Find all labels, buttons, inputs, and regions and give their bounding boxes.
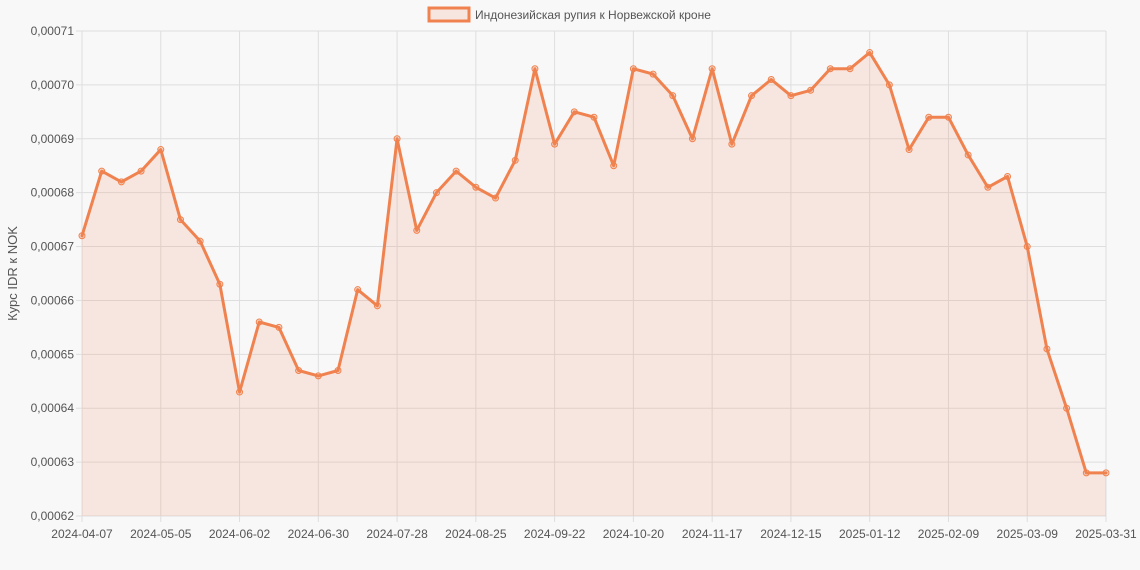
series-area-fill xyxy=(82,52,1106,517)
data-point xyxy=(866,49,874,57)
data-point xyxy=(649,70,657,78)
data-point xyxy=(413,226,421,234)
series-line xyxy=(80,51,1108,475)
data-point xyxy=(551,140,559,148)
data-point xyxy=(728,140,736,148)
y-tick-label: 0,00063 xyxy=(31,455,75,469)
data-point xyxy=(98,167,106,175)
data-point xyxy=(944,113,952,121)
data-point xyxy=(78,232,86,240)
data-point xyxy=(984,183,992,191)
data-point xyxy=(137,167,145,175)
data-point xyxy=(314,372,322,380)
data-point xyxy=(905,146,913,154)
y-axis-title: Курс IDR к NOK xyxy=(5,226,20,321)
data-point xyxy=(176,216,184,224)
y-tick-label: 0,00071 xyxy=(31,24,75,38)
data-point xyxy=(1063,404,1071,412)
data-point xyxy=(669,92,677,100)
data-point xyxy=(373,302,381,310)
data-point xyxy=(432,189,440,197)
data-point xyxy=(570,108,578,116)
data-point xyxy=(1082,469,1090,477)
legend[interactable]: Индонезийская рупия к Норвежской кроне xyxy=(427,6,711,23)
data-point xyxy=(807,86,815,94)
data-point xyxy=(275,323,283,331)
data-point xyxy=(472,183,480,191)
data-point xyxy=(787,92,795,100)
data-point xyxy=(1102,469,1110,477)
data-point xyxy=(393,135,401,143)
data-point xyxy=(157,146,165,154)
series-layer xyxy=(78,49,1110,517)
x-tick-label: 2024-06-30 xyxy=(288,527,350,541)
y-axis-ticks: 0,00062 0,00063 0,00064 0,00065 0,00066 0,000… xyxy=(31,24,75,523)
y-tick-label: 0,00069 xyxy=(31,132,75,146)
legend-swatch[interactable] xyxy=(427,6,471,23)
data-point xyxy=(196,237,204,245)
x-tick-label: 2025-03-09 xyxy=(997,527,1059,541)
y-tick-label: 0,00062 xyxy=(31,509,75,523)
x-tick-label: 2024-09-22 xyxy=(524,527,586,541)
data-point xyxy=(531,65,539,73)
data-point xyxy=(511,156,519,164)
y-tick-label: 0,00067 xyxy=(31,240,75,254)
data-point xyxy=(492,194,500,202)
data-point xyxy=(216,280,224,288)
x-tick-label: 2024-12-15 xyxy=(760,527,822,541)
x-tick-label: 2025-01-12 xyxy=(839,527,901,541)
data-point xyxy=(688,135,696,143)
data-point xyxy=(708,65,716,73)
x-tick-label: 2024-04-07 xyxy=(51,527,113,541)
data-point xyxy=(1023,243,1031,251)
legend-label[interactable]: Индонезийская рупия к Норвежской кроне xyxy=(475,8,711,22)
data-point xyxy=(925,113,933,121)
x-tick-label: 2025-02-09 xyxy=(918,527,980,541)
data-point xyxy=(610,162,618,170)
data-point xyxy=(826,65,834,73)
data-point xyxy=(1004,173,1012,180)
x-tick-label: 2024-11-17 xyxy=(682,527,743,541)
data-point xyxy=(767,76,775,83)
x-tick-label: 2024-07-28 xyxy=(366,527,428,541)
data-point xyxy=(354,286,362,294)
data-point xyxy=(885,81,893,89)
data-point xyxy=(295,367,303,374)
x-tick-label: 2025-03-31 xyxy=(1075,527,1137,541)
y-tick-label: 0,00065 xyxy=(31,347,75,361)
data-point xyxy=(236,388,244,396)
data-point xyxy=(748,92,756,100)
x-tick-label: 2024-05-05 xyxy=(130,527,192,541)
data-point xyxy=(255,318,263,326)
x-tick-label: 2024-08-25 xyxy=(445,527,507,541)
y-tick-label: 0,00068 xyxy=(31,186,75,200)
x-tick-label: 2024-10-20 xyxy=(603,527,665,541)
data-point xyxy=(117,178,125,186)
data-point xyxy=(846,65,854,73)
grid xyxy=(76,30,1107,522)
y-tick-label: 0,00070 xyxy=(31,78,75,92)
data-point xyxy=(590,113,598,121)
data-point xyxy=(452,167,460,175)
data-point xyxy=(629,65,637,73)
x-tick-label: 2024-06-02 xyxy=(209,527,271,541)
data-point xyxy=(334,367,342,374)
y-tick-label: 0,00066 xyxy=(31,293,75,307)
data-point xyxy=(1043,345,1051,353)
y-tick-label: 0,00064 xyxy=(31,401,75,415)
x-axis-ticks: 2024-04-07 2024-05-05 2024-06-02 2024-06-30… xyxy=(51,527,1137,541)
data-point xyxy=(964,151,972,159)
